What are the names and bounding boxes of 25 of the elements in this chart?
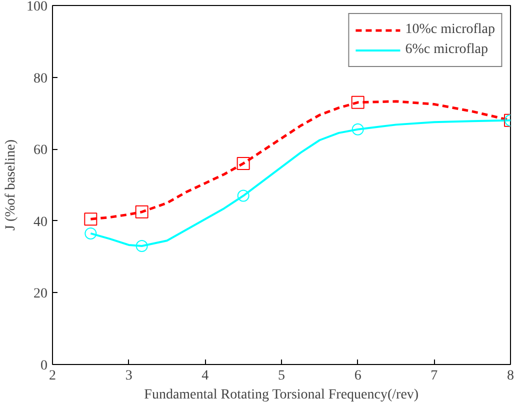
x-tick-label: 4 xyxy=(202,368,209,384)
legend-label: 10%c microflap xyxy=(405,22,495,38)
point xyxy=(351,96,364,109)
x-tick-label: 8 xyxy=(507,368,514,384)
x-axis-title: Fundamental Rotating Torsional Frequency(/rev) xyxy=(144,388,419,402)
legend-label: 6%c microflap xyxy=(405,42,488,58)
y-tick-label: 40 xyxy=(34,214,48,230)
point xyxy=(136,240,148,252)
point xyxy=(135,205,148,218)
y-tick-label: 100 xyxy=(26,0,48,14)
y-axis-title: J (%of baseline) xyxy=(4,139,18,230)
point xyxy=(237,190,250,202)
x-tick-label: 5 xyxy=(278,368,285,384)
x-tick-label: 2 xyxy=(49,368,56,384)
y-tick-label: 80 xyxy=(34,71,48,86)
y-tick-label: 60 xyxy=(34,143,48,158)
x-tick-label: 6 xyxy=(354,368,362,384)
x-tick-label: 7 xyxy=(430,368,438,384)
point xyxy=(84,227,97,240)
point xyxy=(352,123,364,136)
point xyxy=(236,156,250,170)
y-tick-label: 20 xyxy=(34,286,48,302)
point xyxy=(84,212,98,226)
y-tick-label: 0 xyxy=(40,358,48,374)
x-tick-label: 3 xyxy=(125,368,132,384)
